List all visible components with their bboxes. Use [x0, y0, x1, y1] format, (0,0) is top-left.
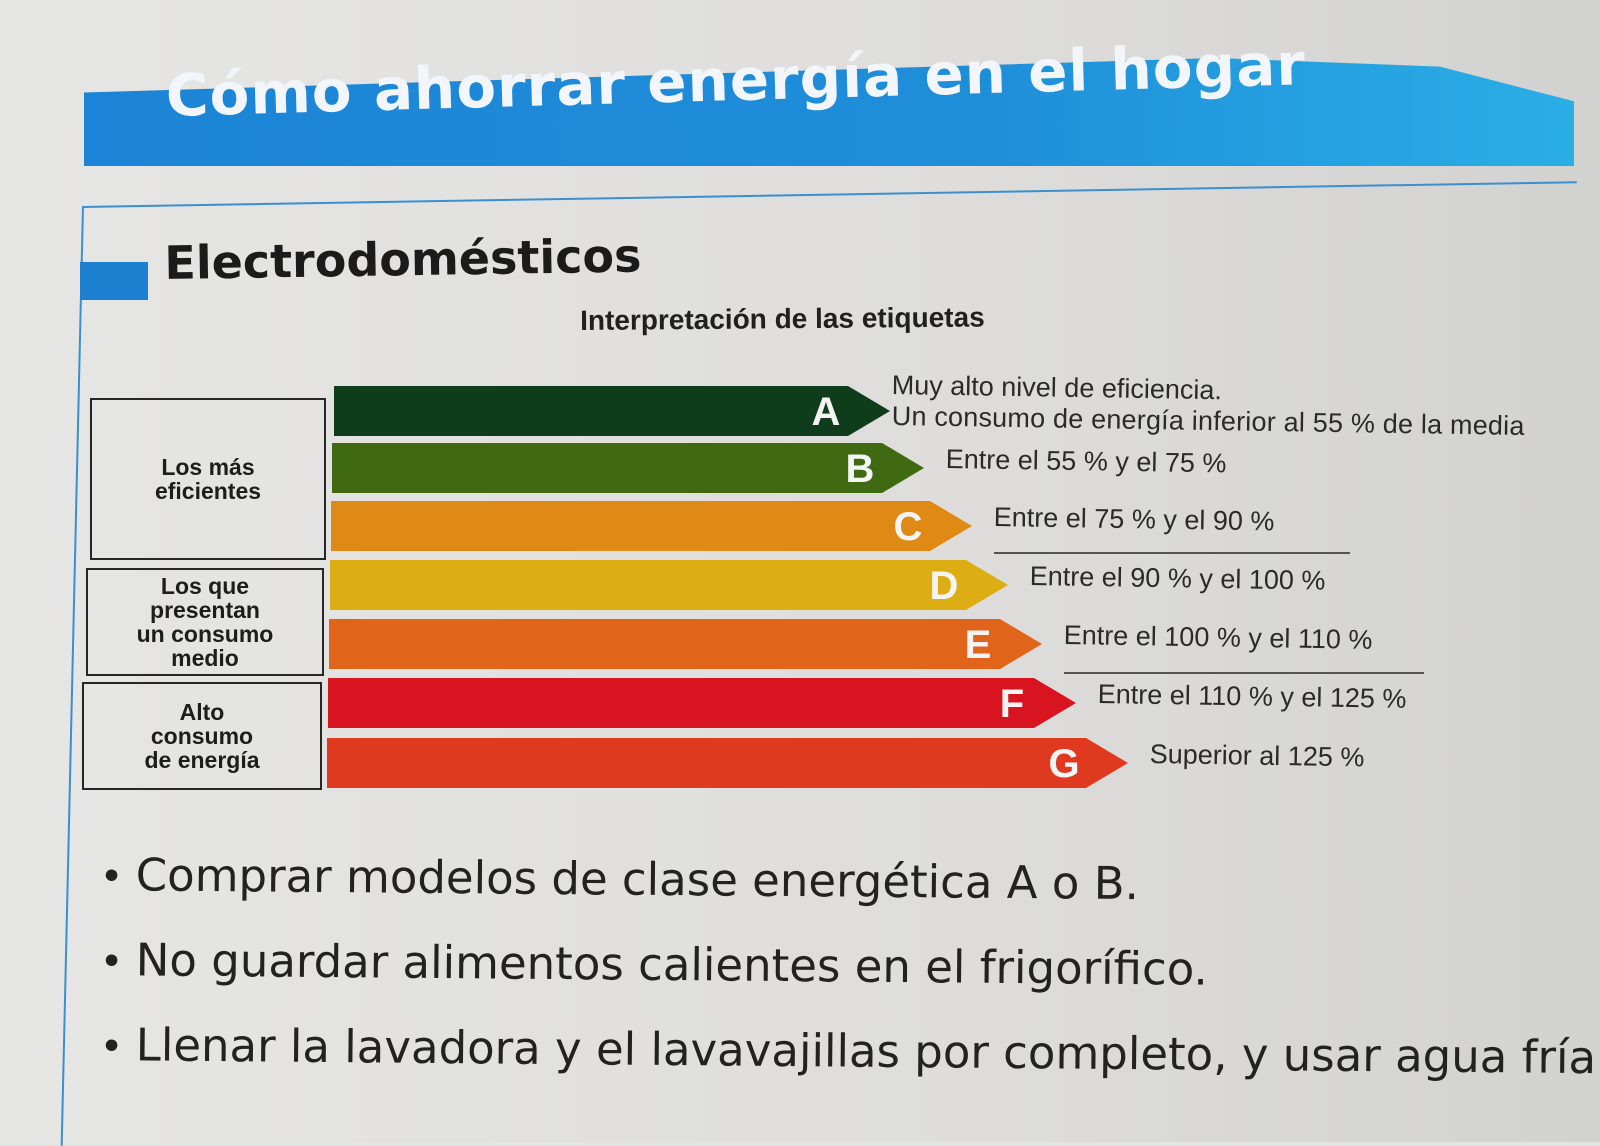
energy-band-letter: E: [965, 623, 992, 667]
energy-band-c: [331, 501, 972, 551]
energy-band-letter: A: [812, 390, 841, 434]
energy-band-description: Entre el 100 % y el 110 %: [1063, 620, 1373, 655]
energy-band-letter: B: [846, 447, 875, 491]
band-separator: [1064, 672, 1424, 674]
energy-band-description: Muy alto nivel de eficiencia.: [891, 370, 1223, 406]
section-marker: [80, 262, 148, 300]
energy-band-e: [329, 619, 1042, 669]
energy-band-letter: G: [1048, 742, 1079, 786]
band-separator: [994, 552, 1350, 554]
group-label-medium: Los que presentan un consumo medio: [86, 568, 324, 676]
tip-item: • No guardar alimentos calientes en el fr…: [99, 933, 1209, 996]
energy-band-description: Entre el 55 % y el 75 %: [945, 444, 1227, 479]
energy-band-description: Entre el 110 % y el 125 %: [1097, 679, 1407, 714]
energy-band-description: Superior al 125 %: [1149, 739, 1365, 773]
tip-item: • Comprar modelos de clase energética A o…: [99, 848, 1140, 911]
energy-band-description: Entre el 90 % y el 100 %: [1029, 561, 1326, 596]
energy-band-letter: D: [930, 564, 959, 608]
group-label-efficient: Los más eficientes: [90, 398, 326, 560]
energy-band-letter: C: [894, 505, 923, 549]
energy-band-letter: F: [1000, 682, 1024, 726]
group-label-high: Alto consumo de energía: [82, 682, 322, 790]
energy-band-f: [328, 678, 1076, 728]
energy-band-description: Entre el 75 % y el 90 %: [993, 502, 1275, 537]
energy-band-d: [330, 560, 1008, 610]
energy-band-b: [332, 443, 924, 493]
energy-band-a: [334, 386, 890, 436]
energy-band-g: [327, 738, 1128, 788]
